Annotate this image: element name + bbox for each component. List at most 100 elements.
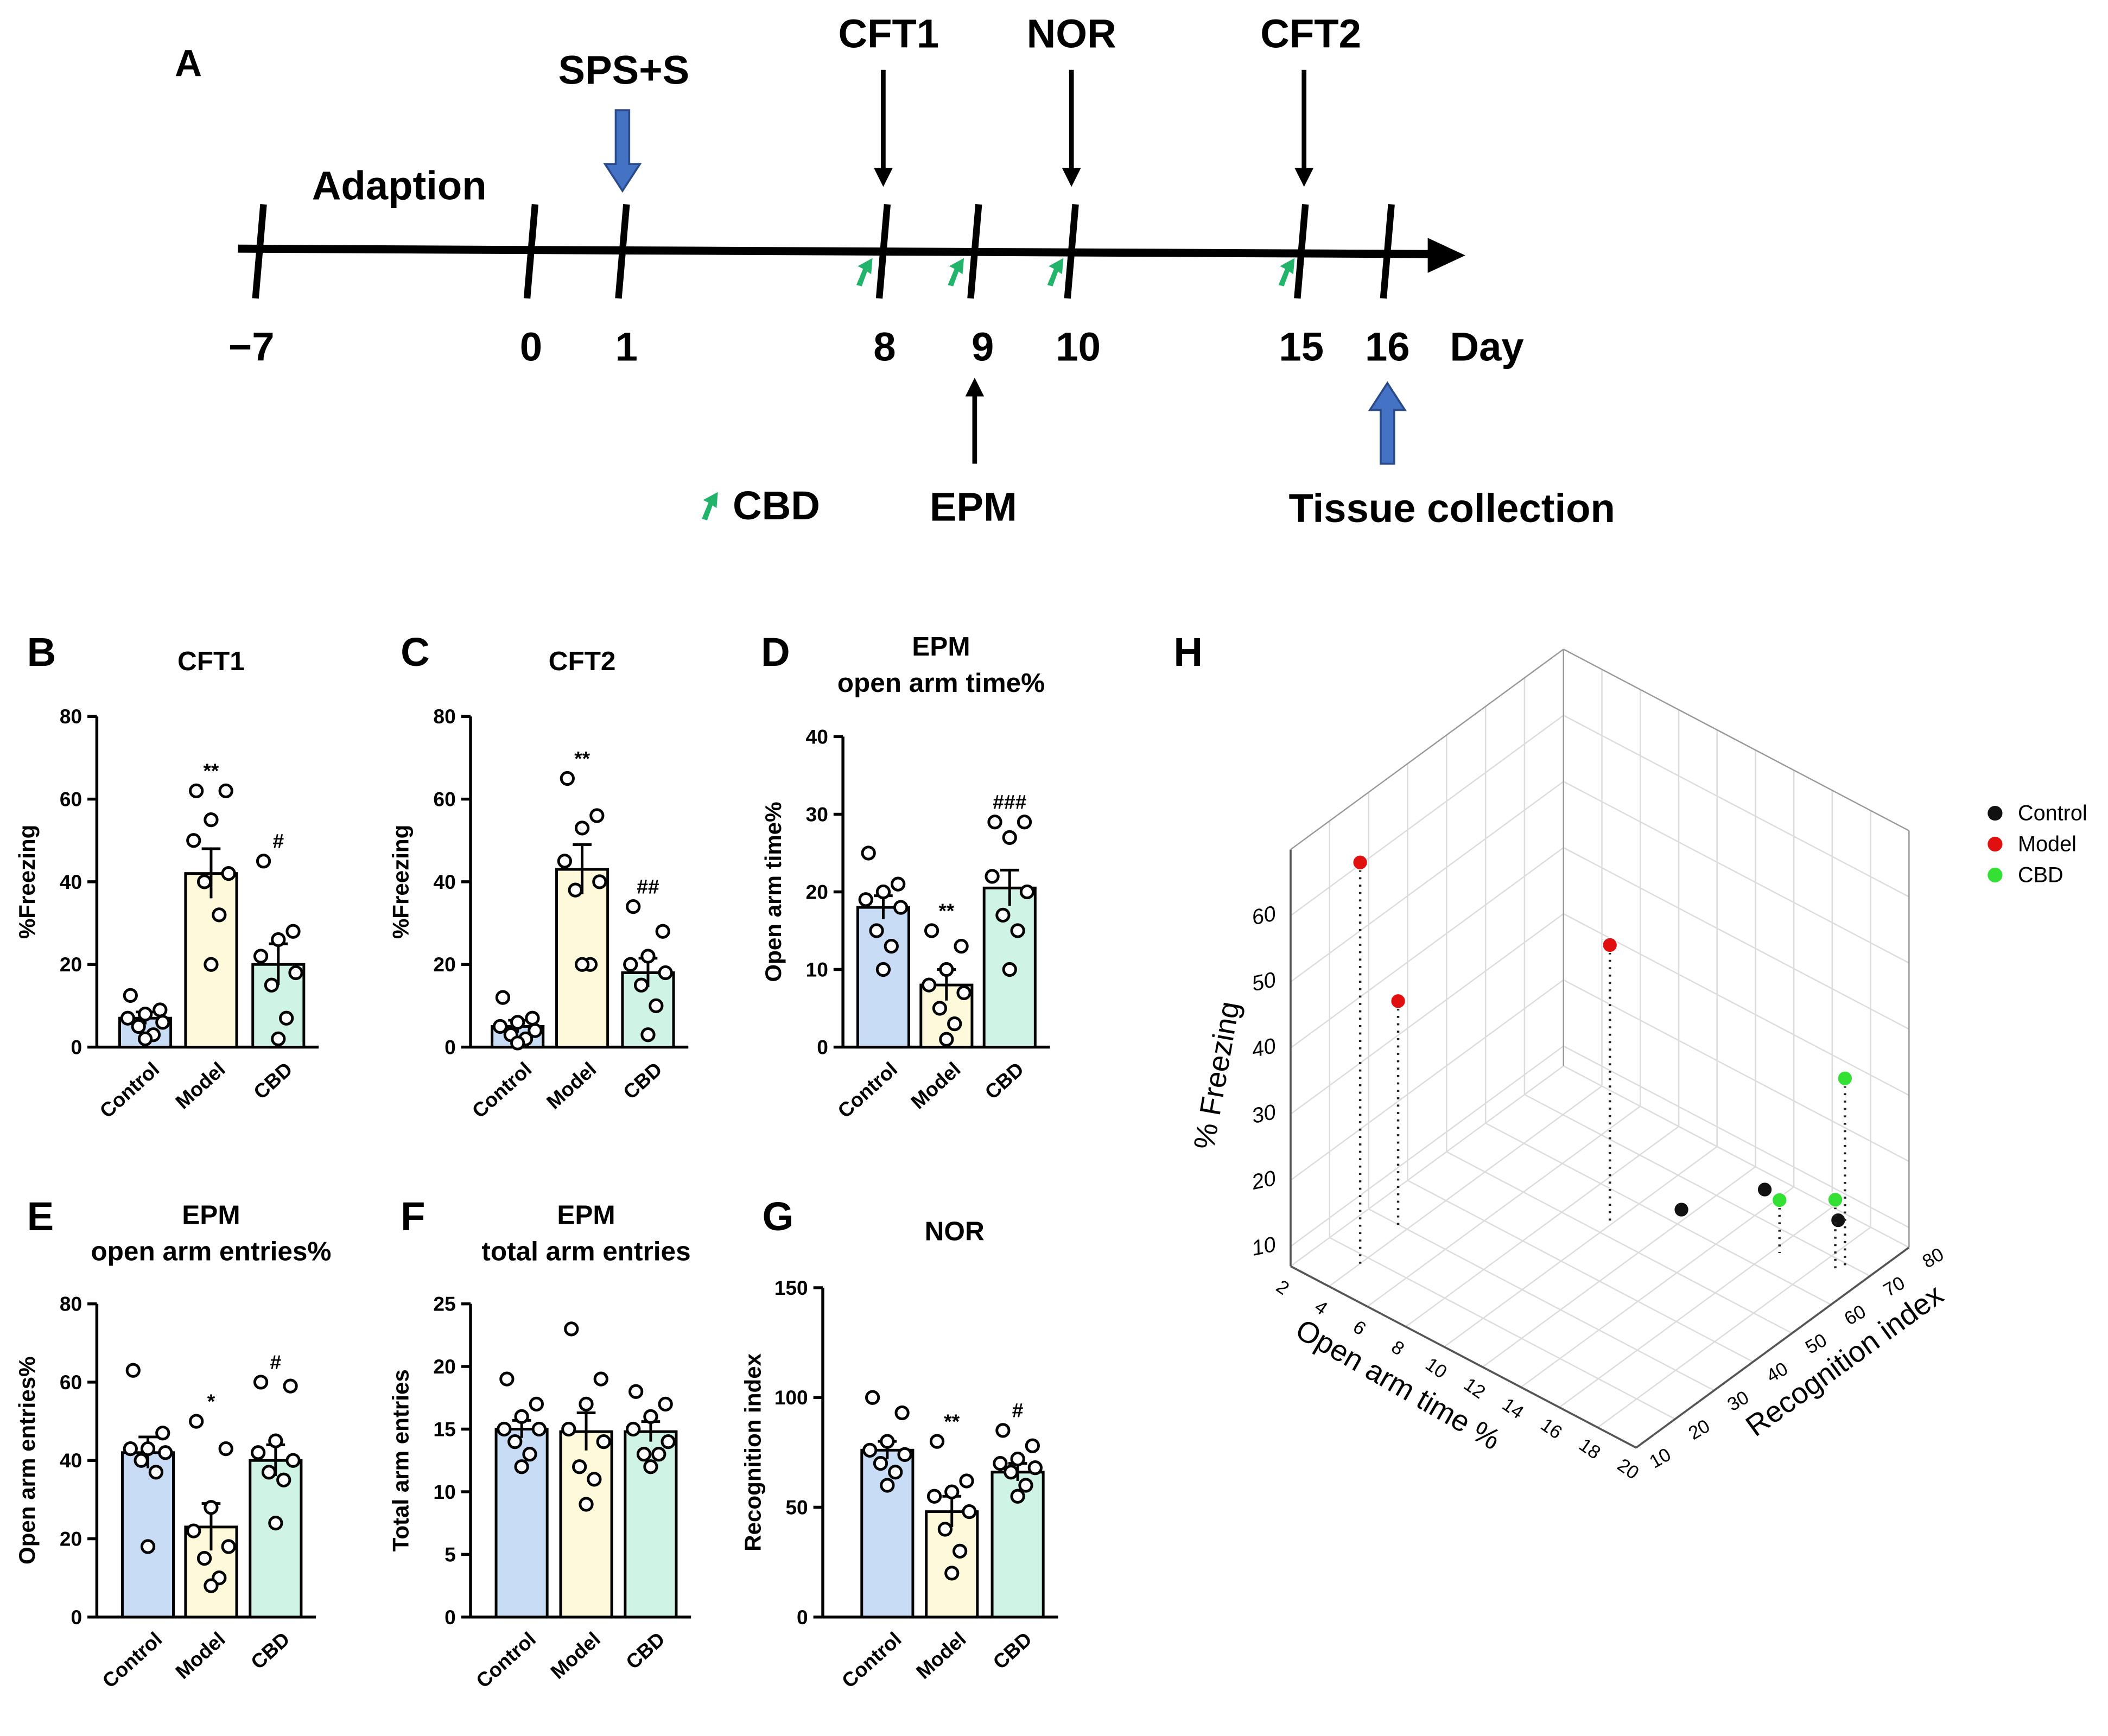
event-arrow bbox=[603, 109, 642, 193]
data-point bbox=[1830, 1212, 1846, 1229]
data-point bbox=[283, 1378, 298, 1394]
data-point bbox=[497, 1421, 512, 1437]
y-axis-label: Recognition index bbox=[740, 1353, 766, 1551]
event-arrow bbox=[1368, 381, 1407, 465]
x-tick-label: 4 bbox=[1311, 1296, 1331, 1319]
grid-line bbox=[1563, 847, 1909, 1030]
data-point bbox=[256, 854, 271, 869]
y-tick-label: 0 bbox=[445, 1036, 456, 1059]
x-tick-label: Model bbox=[171, 1058, 230, 1114]
x-tick-label: 10 bbox=[1421, 1354, 1450, 1383]
y-tick-label: 0 bbox=[445, 1606, 456, 1629]
data-point bbox=[189, 1414, 204, 1429]
legend-label: Control bbox=[2018, 802, 2087, 825]
data-point bbox=[623, 957, 638, 972]
data-point bbox=[251, 1445, 266, 1460]
cbd-marker bbox=[1278, 258, 1295, 287]
y-tick-label: 25 bbox=[433, 1293, 455, 1315]
y-tick-label: 40 bbox=[433, 870, 455, 893]
data-point bbox=[131, 1019, 146, 1034]
data-point bbox=[655, 924, 670, 939]
axis-edge bbox=[1563, 648, 1909, 831]
data-point bbox=[140, 1441, 156, 1457]
data-point bbox=[649, 998, 664, 1014]
data-point bbox=[218, 1441, 233, 1457]
y-tick-label: 0 bbox=[71, 1606, 82, 1629]
data-point bbox=[1772, 1192, 1788, 1209]
legend-label: Model bbox=[2018, 832, 2077, 856]
y-tick-label: 80 bbox=[60, 705, 82, 728]
data-point bbox=[123, 988, 138, 1003]
x-tick-label: Control bbox=[837, 1627, 906, 1693]
data-point bbox=[1027, 1460, 1043, 1476]
z-axis-label: % Freezing bbox=[1188, 999, 1246, 1152]
data-point bbox=[155, 1426, 170, 1441]
data-point bbox=[926, 1489, 942, 1504]
data-point bbox=[643, 1409, 658, 1425]
significance: # bbox=[270, 1351, 282, 1373]
x-tick-label: CBD bbox=[246, 1627, 294, 1674]
event-label: CFT2 bbox=[1260, 11, 1361, 56]
data-point bbox=[279, 1010, 294, 1026]
z-tick-label: 40 bbox=[1249, 1034, 1278, 1062]
grid-line bbox=[1563, 1065, 1909, 1248]
data-point bbox=[499, 1371, 515, 1387]
data-point bbox=[661, 1434, 676, 1449]
x-tick-label: Control bbox=[95, 1058, 163, 1123]
chart-title: EPM bbox=[557, 1200, 615, 1230]
data-point bbox=[897, 1447, 912, 1462]
data-point bbox=[137, 1006, 153, 1022]
grid-line bbox=[1524, 1093, 1871, 1277]
y-axis-label: %Freezing bbox=[388, 825, 414, 939]
event-label: Tissue collection bbox=[1288, 486, 1615, 531]
data-point bbox=[514, 1409, 529, 1425]
grid-line bbox=[1405, 1125, 1679, 1327]
bar bbox=[249, 1459, 303, 1619]
day-tick bbox=[1064, 204, 1079, 299]
y-tick-label: 15 bbox=[433, 1418, 455, 1441]
panel-letter: C bbox=[401, 629, 430, 675]
data-point bbox=[873, 1455, 888, 1471]
y-tick-label: 40 bbox=[60, 1449, 82, 1472]
data-point bbox=[954, 938, 969, 954]
day-tick bbox=[1294, 204, 1309, 299]
data-point bbox=[894, 1405, 910, 1421]
data-point bbox=[1019, 884, 1035, 900]
data-point bbox=[884, 938, 899, 954]
data-point bbox=[987, 815, 1002, 830]
data-point bbox=[196, 1550, 212, 1566]
data-point bbox=[137, 1031, 153, 1046]
event-label: NOR bbox=[1027, 11, 1116, 56]
data-point bbox=[995, 1423, 1011, 1438]
data-point bbox=[1827, 1192, 1844, 1208]
day-label: −7 bbox=[228, 325, 275, 370]
y-tick-label: 20 bbox=[433, 953, 455, 976]
day-unit: Day bbox=[1450, 325, 1523, 370]
data-point bbox=[574, 821, 590, 836]
data-point bbox=[123, 1441, 138, 1457]
cbd-marker bbox=[856, 258, 873, 287]
significance: # bbox=[1012, 1399, 1024, 1422]
grid-line bbox=[1290, 715, 1564, 917]
data-point bbox=[862, 1442, 878, 1458]
data-point bbox=[221, 866, 236, 881]
legend-marker bbox=[1988, 836, 2003, 852]
data-point bbox=[271, 932, 286, 948]
data-point bbox=[1004, 1465, 1019, 1480]
data-point bbox=[1025, 1438, 1040, 1453]
x-tick-label: 16 bbox=[1537, 1414, 1566, 1443]
event-label: CFT1 bbox=[838, 11, 939, 56]
chart-title: EPM bbox=[182, 1200, 240, 1230]
data-point bbox=[633, 977, 649, 993]
chart-title: total arm entries bbox=[481, 1237, 690, 1267]
y-tick-label: 10 bbox=[433, 1480, 455, 1503]
day-ticks: −7 0 1 8 9 10 15 16 bbox=[228, 204, 1410, 370]
data-point bbox=[1018, 1478, 1033, 1493]
data-point bbox=[944, 1566, 960, 1581]
y-tick-label: 150 bbox=[774, 1276, 808, 1299]
panel-letter: D bbox=[761, 629, 790, 675]
x-tick-label: 18 bbox=[1575, 1435, 1604, 1464]
data-point bbox=[985, 869, 1000, 884]
data-point bbox=[186, 833, 201, 848]
z-tick-label: 20 bbox=[1249, 1166, 1278, 1194]
